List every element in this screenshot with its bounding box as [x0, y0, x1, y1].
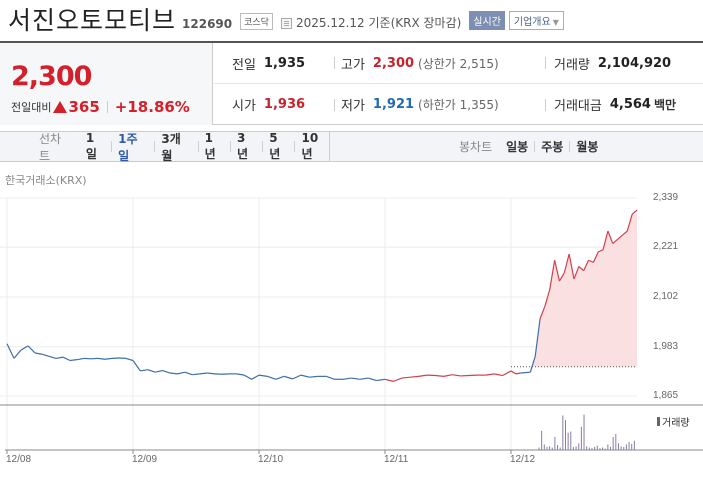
tab-10y[interactable]: 10년 — [301, 131, 329, 162]
tab-1w[interactable]: 1주일 — [118, 130, 148, 164]
amount-value: 4,564 — [610, 97, 651, 112]
stock-name: 서진오토모티브 — [8, 7, 176, 35]
y-tick-label: 2,339 — [653, 192, 678, 203]
y-tick-label: 1,983 — [653, 341, 678, 352]
x-tick-label: 12/11 — [384, 454, 408, 465]
current-price: 2,300 — [11, 61, 91, 92]
high-value: 2,300 — [373, 56, 414, 71]
tab-5y[interactable]: 5년 — [269, 131, 288, 162]
company-overview-button[interactable]: 기업개요▼ — [509, 11, 564, 30]
exchange-label: 한국거래소(KRX) — [5, 172, 87, 188]
volume-legend-label: 거래량 — [662, 414, 690, 429]
amount-label: 거래대금 — [554, 95, 602, 114]
volume-legend: 거래량 — [657, 414, 690, 429]
tab-1y[interactable]: 1년 — [205, 131, 224, 162]
divider — [230, 141, 231, 152]
stock-code: 122690 — [182, 17, 232, 31]
price-chart[interactable]: 2,339 2,221 2,102 1,983 1,865 12/08 12/09 12/1… — [0, 188, 703, 483]
chart-tabs-bar: 선차트 1일 1주일 3개월 1년 3년 5년 10년 봉차트 일봉 주봉 월봉 — [0, 131, 703, 162]
divider — [334, 99, 335, 111]
date-text: 2025.12.12 기준(KRX 장마감) — [296, 14, 461, 31]
chart-canvas — [0, 188, 703, 483]
prev-close-label: 전일 — [232, 54, 256, 73]
line-chart-tabs: 선차트 1일 1주일 3개월 1년 3년 5년 10년 — [0, 132, 330, 161]
prev-close-value: 1,935 — [264, 56, 305, 71]
open-label: 시가 — [232, 95, 256, 114]
divider — [107, 101, 108, 113]
open-cell: 시가 1,936 — [232, 95, 305, 114]
up-triangle-icon — [53, 101, 67, 113]
open-value: 1,936 — [264, 97, 305, 112]
y-tick-label: 2,102 — [653, 291, 678, 302]
x-tick-label: 12/08 — [6, 454, 31, 465]
calendar-icon — [281, 18, 292, 29]
volume-label: 거래량 — [554, 54, 590, 73]
stats-table: 전일 1,935 고가 2,300 (상한가 2,515) 거래량 2,104,… — [214, 43, 703, 125]
realtime-button[interactable]: 실시간 — [469, 11, 505, 30]
x-tick-label: 12/09 — [132, 454, 157, 465]
y-tick-label: 2,221 — [653, 241, 678, 252]
high-label: 고가 — [341, 54, 365, 73]
high-cell: 고가 2,300 (상한가 2,515) — [341, 54, 499, 73]
low-label: 저가 — [341, 95, 365, 114]
divider — [545, 57, 546, 69]
divider — [545, 99, 546, 111]
tab-3m[interactable]: 3개월 — [161, 130, 191, 164]
divider — [569, 141, 570, 152]
tab-daily[interactable]: 일봉 — [506, 138, 528, 155]
divider — [154, 141, 155, 152]
tab-weekly[interactable]: 주봉 — [541, 138, 563, 155]
low-cell: 저가 1,921 (하한가 1,355) — [341, 95, 499, 114]
change-value: 365 — [68, 98, 99, 116]
low-value: 1,921 — [373, 97, 414, 112]
amount-cell: 거래대금 4,564 백만 — [554, 95, 676, 114]
x-tick-label: 12/12 — [510, 454, 535, 465]
legend-swatch — [657, 417, 660, 426]
change-row: 전일대비 365 +18.86% — [11, 98, 190, 116]
divider — [534, 141, 535, 152]
stats-row: 시가 1,936 저가 1,921 (하한가 1,355) 거래대금 4,564… — [214, 84, 703, 125]
divider — [262, 141, 263, 152]
y-tick-label: 1,865 — [653, 390, 678, 401]
x-tick-label: 12/10 — [258, 454, 283, 465]
market-badge: 코스닥 — [240, 13, 273, 30]
prev-close-cell: 전일 1,935 — [232, 54, 305, 73]
lower-limit: (하한가 1,355) — [418, 96, 499, 113]
volume-value: 2,104,920 — [598, 56, 671, 71]
company-overview-label: 기업개요 — [514, 17, 551, 28]
amount-unit: 백만 — [654, 96, 676, 113]
divider — [111, 141, 112, 152]
upper-limit: (상한가 2,515) — [418, 55, 499, 72]
price-panel: 2,300 전일대비 365 +18.86% — [0, 43, 213, 125]
volume-cell: 거래량 2,104,920 — [554, 54, 671, 73]
chevron-down-icon: ▼ — [553, 18, 559, 27]
tab-1d[interactable]: 1일 — [86, 131, 105, 162]
line-chart-label: 선차트 — [39, 130, 72, 164]
candle-chart-tabs: 봉차트 일봉 주봉 월봉 — [331, 132, 598, 161]
stats-row: 전일 1,935 고가 2,300 (상한가 2,515) 거래량 2,104,… — [214, 43, 703, 84]
candle-chart-label: 봉차트 — [459, 138, 492, 155]
tab-monthly[interactable]: 월봉 — [576, 138, 598, 155]
tab-3y[interactable]: 3년 — [237, 131, 256, 162]
divider — [294, 141, 295, 152]
price-info-box: 2,300 전일대비 365 +18.86% 전일 1,935 고가 2,300… — [0, 41, 703, 125]
divider — [334, 57, 335, 69]
change-percent: +18.86% — [115, 98, 190, 116]
divider — [198, 141, 199, 152]
change-label: 전일대비 — [11, 99, 51, 115]
stock-header: 서진오토모티브 122690 코스닥 2025.12.12 기준(KRX 장마감… — [0, 0, 703, 40]
